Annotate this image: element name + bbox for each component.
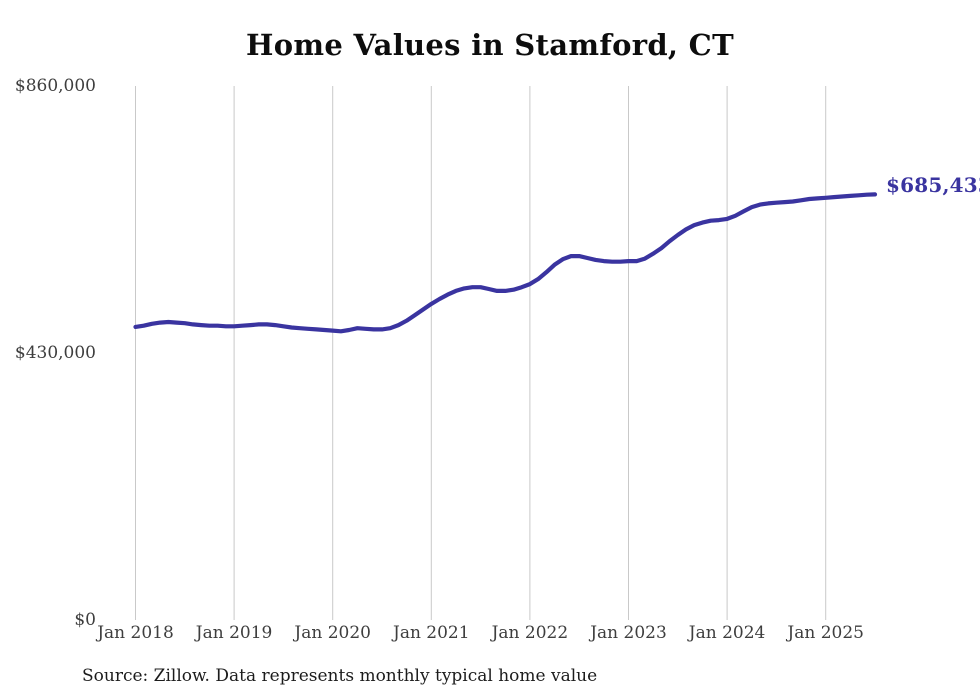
home-value-line-series [133,192,878,334]
latest-value-label: $685,433 [886,173,980,197]
x-tick-label: Jan 2019 [195,623,273,643]
x-tick-label: Jan 2018 [97,623,174,643]
y-tick-label-860000: $860,000 [14,76,96,96]
x-tick-label: Jan 2024 [688,623,766,643]
x-tick-label: Jan 2022 [491,623,569,643]
source-note: Source: Zillow. Data represents monthly … [82,666,598,686]
y-tick-label-0: $0 [74,610,96,630]
x-tick-label: Jan 2025 [787,623,864,643]
x-tick-label: Jan 2020 [294,623,371,643]
x-tick-label: Jan 2021 [393,623,470,643]
x-tick-label: Jan 2023 [590,623,667,643]
y-tick-label-430000: $430,000 [14,343,96,363]
chart-title: Home Values in Stamford, CT [246,28,734,62]
